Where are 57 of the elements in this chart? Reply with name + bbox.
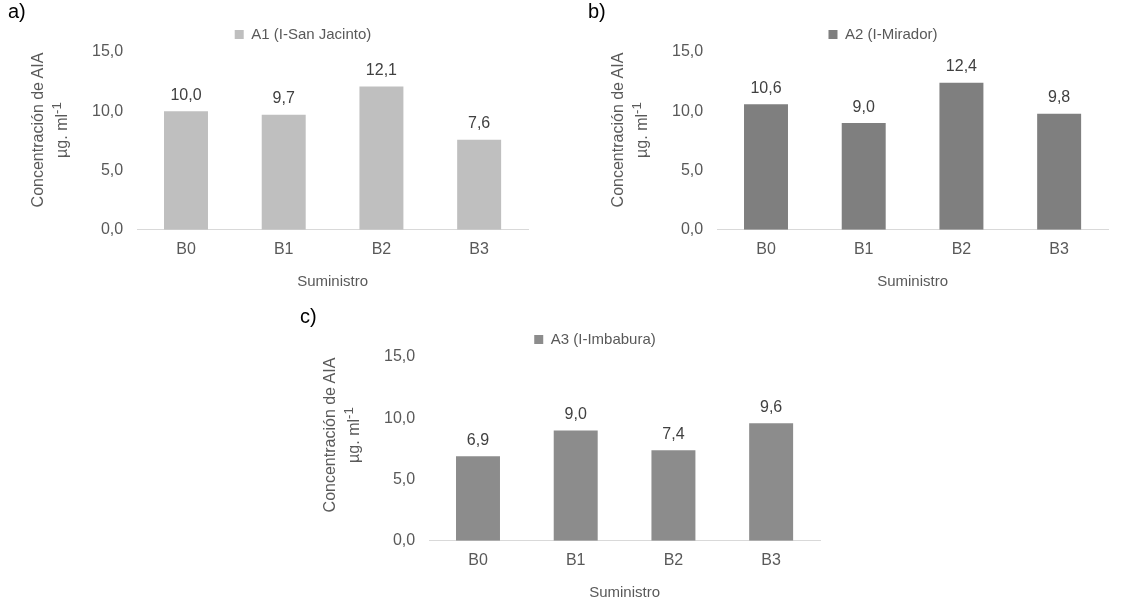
x-tick-label: B0 [756,239,776,257]
x-tick-label: B2 [951,239,972,257]
bar [1037,113,1082,230]
x-tick-label: B0 [468,550,488,568]
bar [261,114,306,230]
x-tick-label: B2 [371,239,392,257]
x-tick-label: B3 [761,550,782,568]
y-tick-label: 15,0 [384,347,416,365]
bar [841,123,886,230]
bar [457,139,502,230]
x-tick-label: B1 [853,239,874,257]
x-tick-label: B1 [565,550,586,568]
y-tick-label: 15,0 [672,42,704,60]
data-label: 7,6 [468,114,491,132]
bar [164,111,208,230]
legend-label: A1 (I-San Jacinto) [251,24,372,42]
legend-label: A2 (I-Mirador) [844,24,938,42]
chart-title: c) [300,305,317,328]
bar [939,82,984,230]
chart-title: a) [8,0,26,23]
x-tick-label: B3 [1049,239,1070,257]
data-label: 9,0 [852,97,875,115]
data-label: 9,8 [1048,88,1071,106]
y-tick-label: 0,0 [100,220,124,238]
bar [744,104,788,230]
bar [553,430,598,541]
data-label: 9,0 [564,404,587,422]
x-tick-label: B1 [273,239,294,257]
data-label: 9,6 [760,397,783,415]
bar [456,456,500,541]
y-tick-label: 10,0 [384,408,416,426]
data-label: 7,4 [662,424,685,442]
x-axis-title: Suministro [877,272,948,290]
data-label: 10,6 [750,78,782,96]
y-tick-label: 0,0 [680,220,704,238]
bar [651,450,696,541]
y-tick-label: 15,0 [92,42,124,60]
y-tick-label: 10,0 [672,101,704,119]
data-label: 12,4 [945,57,978,75]
chart-title: b) [588,0,606,23]
data-label: 6,9 [466,430,490,448]
x-tick-label: B0 [176,239,196,257]
y-tick-label: 5,0 [680,160,704,178]
x-axis-title: Suministro [297,272,368,290]
y-tick-label: 5,0 [392,469,416,487]
data-label: 12,1 [365,60,398,78]
x-tick-label: B2 [663,550,684,568]
x-tick-label: B3 [469,239,490,257]
bar [749,423,794,541]
y-tick-label: 0,0 [392,531,416,549]
bar [359,86,404,230]
data-label: 10,0 [170,85,202,103]
y-tick-label: 10,0 [92,101,124,119]
data-label: 9,7 [272,89,295,107]
legend-label: A3 (I-Imbabura) [550,329,656,347]
x-axis-title: Suministro [589,583,660,601]
y-tick-label: 5,0 [100,160,124,178]
